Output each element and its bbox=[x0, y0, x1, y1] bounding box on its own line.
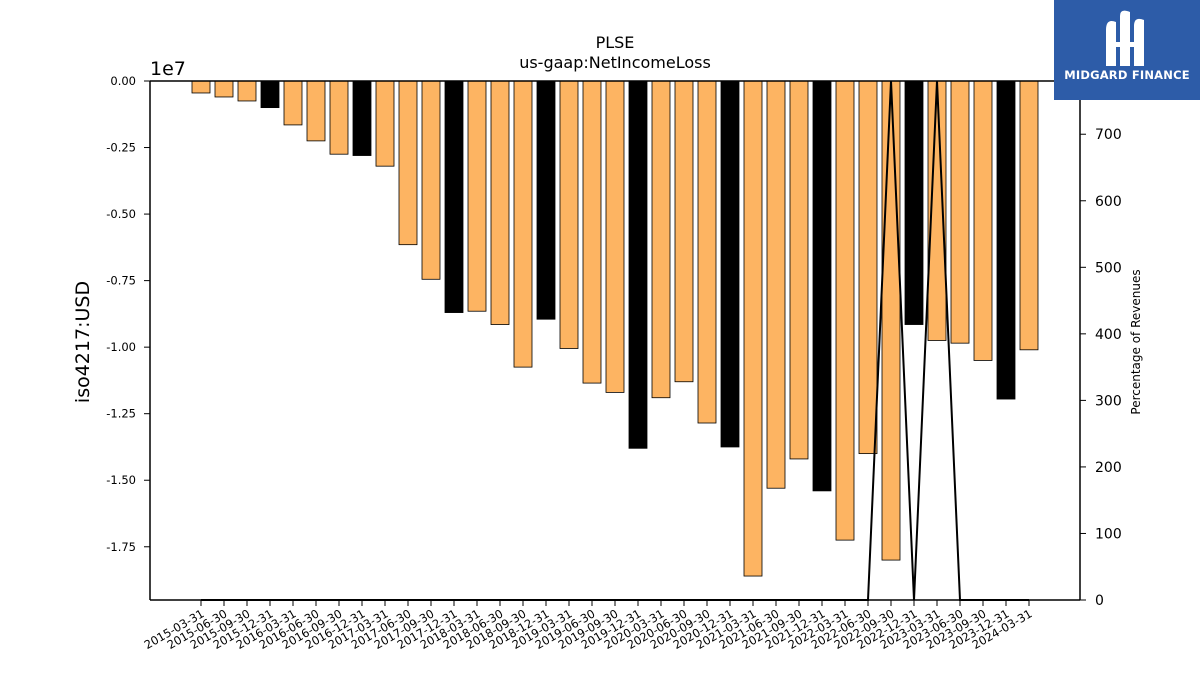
bar bbox=[697, 80, 717, 424]
brand-name: MIDGARD FINANCE bbox=[1064, 68, 1190, 82]
y-tick-label: -1.00 bbox=[106, 340, 136, 354]
bar bbox=[720, 80, 740, 448]
y-tick-label: -1.50 bbox=[106, 473, 136, 487]
bar bbox=[881, 80, 901, 561]
bar bbox=[766, 80, 786, 489]
y-ticks-group: 0.00 -0.25 -0.50 -0.75 -1.00 -1.25 -1.50 -1.75 bbox=[106, 74, 150, 554]
bar bbox=[306, 80, 326, 142]
bar bbox=[352, 80, 372, 156]
bar bbox=[490, 80, 510, 325]
bar bbox=[582, 80, 602, 384]
y-tick-label: -1.25 bbox=[106, 407, 136, 421]
bar bbox=[743, 80, 763, 577]
brand-logo: MIDGARD FINANCE bbox=[1054, 0, 1200, 100]
chart-subtitle: us-gaap:NetIncomeLoss bbox=[519, 53, 711, 72]
chart-title: PLSE bbox=[596, 33, 635, 52]
y-tick-label: 0.00 bbox=[110, 74, 136, 88]
bars-group bbox=[191, 80, 1039, 577]
y2-tick-label: 600 bbox=[1095, 194, 1122, 210]
y-tick-label: -0.75 bbox=[106, 274, 136, 288]
bar bbox=[559, 80, 579, 349]
bar bbox=[996, 80, 1016, 400]
y2-ticks-group: 0 100 200 300 400 500 600 700 bbox=[1080, 127, 1122, 609]
bar bbox=[260, 80, 280, 109]
y-tick-label: -0.50 bbox=[106, 207, 136, 221]
bar bbox=[444, 80, 464, 313]
bar bbox=[950, 80, 970, 344]
bar bbox=[1019, 80, 1039, 351]
bar bbox=[835, 80, 855, 541]
y2-axis-label: Percentage of Revenues bbox=[1129, 269, 1143, 414]
bar bbox=[421, 80, 441, 280]
bar bbox=[674, 80, 694, 383]
y2-tick-label: 100 bbox=[1095, 526, 1122, 542]
midgard-m-logo-icon bbox=[1106, 10, 1144, 67]
bar bbox=[536, 80, 556, 320]
bar bbox=[467, 80, 487, 312]
bar bbox=[789, 80, 809, 460]
bar bbox=[973, 80, 993, 361]
bar bbox=[812, 80, 832, 492]
bar bbox=[398, 80, 418, 246]
y-scale-label: 1e7 bbox=[150, 58, 186, 80]
y2-tick-label: 700 bbox=[1095, 127, 1122, 143]
y2-tick-label: 500 bbox=[1095, 260, 1122, 276]
bar bbox=[628, 80, 648, 449]
bar bbox=[651, 80, 671, 399]
y2-tick-label: 0 bbox=[1095, 593, 1104, 609]
y-axis-label: iso4217:USD bbox=[72, 281, 94, 403]
bar bbox=[375, 80, 395, 167]
y-tick-label: -1.75 bbox=[106, 540, 136, 554]
bar bbox=[214, 80, 234, 98]
bar bbox=[858, 80, 878, 455]
y2-tick-label: 200 bbox=[1095, 460, 1122, 476]
y2-tick-label: 300 bbox=[1095, 393, 1122, 409]
bar bbox=[329, 80, 349, 155]
bar bbox=[605, 80, 625, 393]
bar bbox=[191, 80, 211, 94]
bar bbox=[513, 80, 533, 368]
bar bbox=[904, 80, 924, 325]
x-ticks-group: 2015-03-312015-06-302015-09-302015-12-31… bbox=[142, 600, 1035, 652]
bar bbox=[237, 80, 257, 102]
y-tick-label: -0.25 bbox=[106, 141, 136, 155]
bar bbox=[283, 80, 303, 126]
y2-tick-label: 400 bbox=[1095, 327, 1122, 343]
